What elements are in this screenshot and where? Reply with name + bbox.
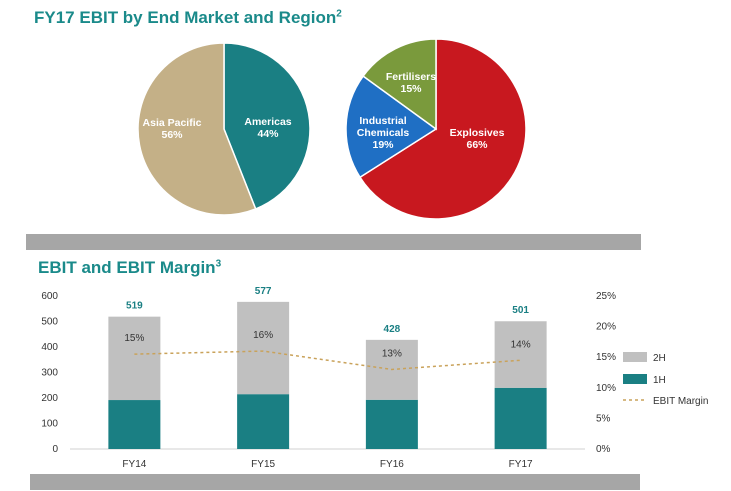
pie-label-industrial-chemicals: Industrial Chemicals 19%	[357, 115, 410, 151]
legend-2h-label: 2H	[653, 353, 666, 364]
bar-1h-fy17	[494, 387, 547, 449]
pie-slice-industrial-chemicals	[345, 75, 438, 179]
pie-slice-fertilisers	[362, 38, 437, 131]
y-axis-tick-label: 400	[41, 342, 58, 353]
legend-1h-label: 1H	[653, 375, 666, 386]
x-axis-tick-label: FY16	[380, 459, 404, 470]
y-axis-tick-label: 200	[41, 393, 58, 404]
bar-total-label: 428	[384, 324, 401, 335]
y-axis-tick-label: 500	[41, 317, 58, 328]
y-axis-tick-label: 100	[41, 419, 58, 430]
x-axis-tick-label: FY14	[122, 459, 146, 470]
bar-chart-title: EBIT and EBIT Margin3	[38, 258, 221, 278]
bar-chart-title-text: EBIT and EBIT Margin	[38, 258, 216, 277]
margin-value-label: 15%	[124, 333, 144, 344]
bar-1h-fy16	[365, 399, 418, 449]
y-axis-tick-label: 300	[41, 368, 58, 379]
x-axis-tick-label: FY17	[509, 459, 533, 470]
bar-1h-fy14	[108, 400, 161, 449]
legend-2h-swatch	[623, 352, 647, 362]
section-divider-top	[26, 234, 641, 250]
pie-label-americas: Americas 44%	[244, 116, 291, 140]
ebit-margin-line	[134, 350, 521, 371]
bar-total-label: 577	[255, 286, 272, 297]
pie-charts-title-footnote: 2	[336, 8, 342, 20]
bar-total-label: 501	[512, 305, 529, 316]
pie-label-asia-pacific: Asia Pacific 56%	[143, 117, 202, 141]
pie-slice-americas	[223, 42, 311, 210]
bar-total-label: 519	[126, 301, 143, 312]
x-axis-tick-label: FY15	[251, 459, 275, 470]
bar-chart-title-footnote: 3	[215, 258, 222, 270]
y2-axis-tick-label: 15%	[596, 352, 616, 363]
section-divider-bottom	[30, 474, 640, 490]
margin-value-label: 16%	[253, 330, 273, 341]
y2-axis-tick-label: 5%	[596, 413, 611, 424]
y2-axis-tick-label: 20%	[596, 322, 616, 333]
pie-charts-title: FY17 EBIT by End Market and Region2	[34, 8, 342, 28]
y2-axis-tick-label: 25%	[596, 291, 616, 302]
margin-value-label: 14%	[511, 339, 531, 350]
legend-margin-label: EBIT Margin	[653, 396, 708, 407]
bar-2h-fy17	[494, 321, 547, 388]
y2-axis-tick-label: 0%	[596, 444, 611, 455]
y2-axis-tick-label: 10%	[596, 383, 616, 394]
pie-slice-asia-pacific	[137, 42, 257, 216]
pie-slice-explosives	[358, 38, 527, 220]
bar-2h-fy15	[237, 301, 290, 395]
margin-value-label: 13%	[382, 348, 402, 359]
bar-2h-fy14	[108, 316, 161, 401]
bar-1h-fy15	[237, 394, 290, 449]
pie-charts-title-text: FY17 EBIT by End Market and Region	[34, 8, 337, 27]
y-axis-tick-label: 600	[41, 291, 58, 302]
y-axis-tick-label: 0	[52, 444, 58, 455]
pie-label-fertilisers: Fertilisers 15%	[386, 71, 436, 95]
legend-1h-swatch	[623, 374, 647, 384]
pie-label-explosives: Explosives 66%	[450, 127, 505, 151]
